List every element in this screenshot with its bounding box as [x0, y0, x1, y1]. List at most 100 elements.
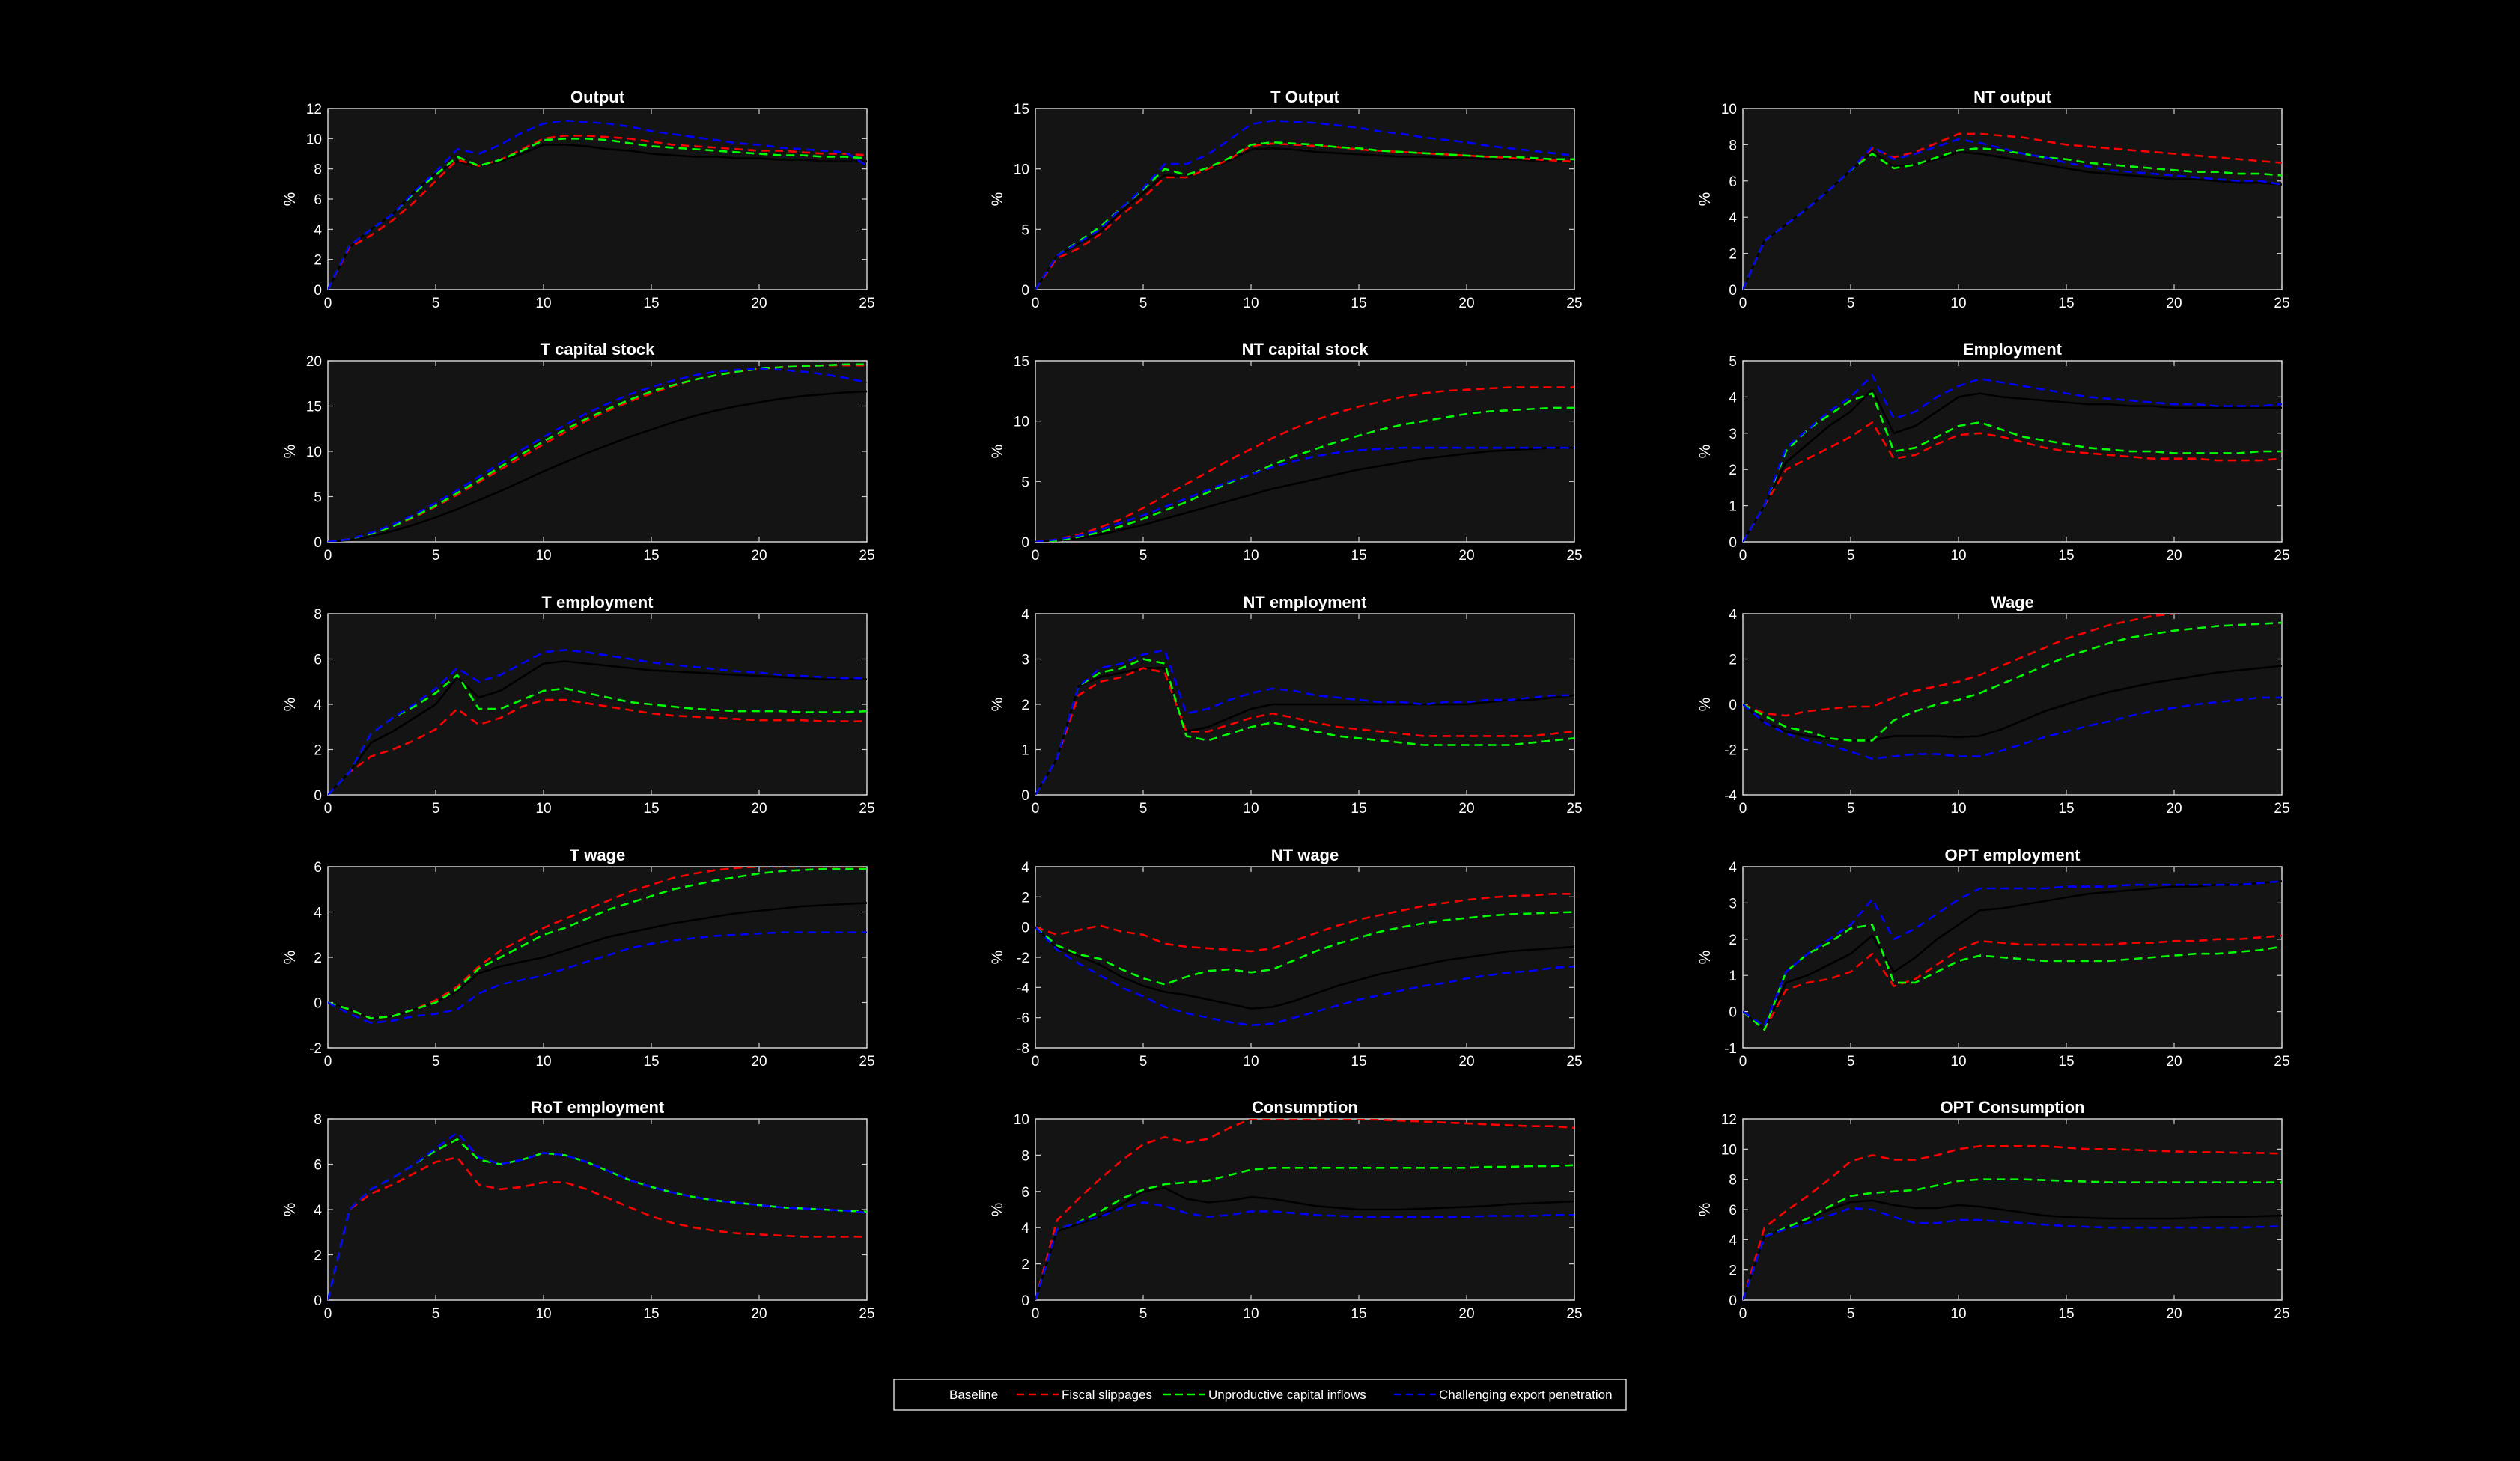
x-tick-label: 5	[1139, 296, 1148, 311]
x-tick-label: 15	[1351, 296, 1366, 311]
series-line-fiscal-slippages	[1743, 934, 2282, 1031]
y-tick-label: 6	[314, 1158, 322, 1174]
series-line-challenging-export-penetration	[1743, 696, 2282, 760]
y-tick-label: 4	[1021, 860, 1029, 876]
series-line-baseline	[328, 390, 867, 542]
subplot-title: T wage	[570, 846, 626, 864]
y-tick-label: 10	[1721, 1142, 1737, 1158]
subplot-title: OPT employment	[1945, 846, 2081, 864]
y-tick-label: 0	[314, 1293, 322, 1309]
y-tick-label: 2	[314, 951, 322, 966]
series-line-challenging-export-penetration	[328, 649, 867, 795]
x-tick-label: 25	[859, 1054, 874, 1070]
x-tick-label: 25	[859, 296, 874, 311]
series-line-challenging-export-penetration	[328, 1131, 867, 1300]
x-tick-label: 15	[1351, 548, 1366, 564]
y-tick-label: -4	[1724, 788, 1737, 804]
plot-area	[1742, 1118, 2283, 1301]
x-tick-label: 5	[1139, 801, 1148, 817]
x-tick-label: 20	[751, 548, 767, 564]
legend: Baseline Fiscal slippages Unproductive c…	[893, 1379, 1627, 1411]
x-tick-label: 0	[1032, 296, 1040, 311]
x-tick-label: 25	[2274, 1306, 2289, 1322]
x-tick-label: 20	[1458, 548, 1474, 564]
subplot-t-capital-stock: T capital stock% 0 5 10 15 20 25 0 5 10 15 20	[281, 340, 875, 564]
series-line-challenging-export-penetration	[328, 119, 867, 290]
y-tick-label: 4	[1021, 1221, 1029, 1236]
y-tick-label: 4	[314, 1203, 322, 1218]
x-tick-label: 25	[1566, 548, 1582, 564]
subplot-title: NT wage	[1271, 846, 1339, 864]
y-tick-label: 0	[314, 996, 322, 1012]
series-line-fiscal-slippages	[1743, 421, 2282, 542]
subplot-title: NT employment	[1243, 593, 1367, 611]
x-tick-label: 0	[1032, 1054, 1040, 1070]
plot-area	[327, 866, 868, 1049]
x-tick-label: 5	[432, 548, 440, 564]
series-line-challenging-export-penetration	[328, 931, 867, 1024]
y-tick-label: 0	[1729, 698, 1737, 713]
y-tick-label: 8	[314, 607, 322, 623]
y-axis-label: %	[281, 192, 299, 207]
x-tick-label: 10	[1950, 1306, 1966, 1322]
y-tick-label: 5	[1021, 475, 1029, 490]
y-tick-label: 0	[314, 283, 322, 299]
x-tick-label: 15	[643, 548, 659, 564]
x-tick-label: 5	[1139, 1306, 1148, 1322]
x-tick-label: 0	[1739, 801, 1747, 817]
x-tick-label: 0	[1739, 1054, 1747, 1070]
x-tick-label: 25	[1566, 1306, 1582, 1322]
subplot-title: Wage	[1991, 593, 2034, 611]
x-tick-label: 5	[432, 296, 440, 311]
series-line-unproductive-capital-inflows	[328, 138, 867, 290]
x-tick-label: 25	[1566, 1054, 1582, 1070]
series-line-challenging-export-penetration	[1035, 926, 1574, 1027]
x-tick-label: 15	[1351, 801, 1366, 817]
legend-box	[893, 1379, 1627, 1411]
x-tick-label: 20	[2166, 1306, 2182, 1322]
y-tick-label: 15	[1014, 354, 1029, 370]
x-tick-label: 5	[1847, 801, 1855, 817]
x-tick-label: 5	[432, 1054, 440, 1070]
legend-label-unproductive-capital-inflows: Unproductive capital inflows	[1208, 1388, 1366, 1402]
y-tick-label: 8	[314, 1112, 322, 1128]
series-line-baseline	[328, 660, 867, 795]
y-tick-label: 2	[1729, 933, 1737, 948]
y-axis-label: %	[1696, 698, 1714, 712]
y-tick-label: 2	[1021, 890, 1029, 906]
y-tick-label: 4	[314, 222, 322, 238]
y-axis-label: %	[989, 445, 1006, 459]
x-tick-label: 20	[2166, 801, 2182, 817]
y-tick-label: 0	[1729, 535, 1737, 551]
x-tick-label: 0	[1032, 548, 1040, 564]
y-tick-label: 12	[306, 102, 322, 118]
y-axis-label: %	[1696, 192, 1714, 207]
x-tick-label: 10	[535, 801, 551, 817]
y-tick-label: 2	[1021, 1257, 1029, 1273]
y-tick-label: 10	[306, 445, 322, 460]
y-tick-label: 2	[1729, 1263, 1737, 1279]
y-tick-label: 10	[1014, 1112, 1029, 1128]
x-tick-label: 15	[643, 801, 659, 817]
subplot-title: T Output	[1270, 88, 1339, 106]
series-line-fiscal-slippages	[328, 867, 867, 1019]
y-tick-label: 2	[314, 743, 322, 759]
x-tick-label: 10	[1243, 548, 1259, 564]
series-line-fiscal-slippages	[328, 1156, 867, 1300]
y-tick-label: 6	[1729, 174, 1737, 190]
x-tick-label: 25	[2274, 296, 2289, 311]
x-tick-label: 25	[1566, 801, 1582, 817]
series-line-baseline	[1035, 147, 1574, 290]
y-tick-label: 8	[1021, 1148, 1029, 1164]
series-line-unproductive-capital-inflows	[1035, 1164, 1574, 1300]
x-tick-label: 10	[535, 548, 551, 564]
plot-area	[1035, 1118, 1575, 1301]
x-tick-label: 5	[1847, 1054, 1855, 1070]
y-tick-label: 4	[314, 698, 322, 713]
series-line-fiscal-slippages	[328, 135, 867, 290]
series-line-baseline	[1743, 880, 2282, 1031]
y-tick-label: -2	[1724, 743, 1737, 759]
